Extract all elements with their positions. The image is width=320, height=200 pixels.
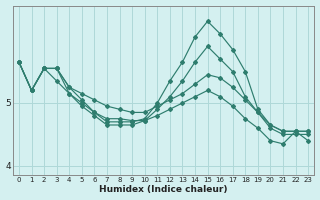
X-axis label: Humidex (Indice chaleur): Humidex (Indice chaleur) xyxy=(99,185,228,194)
